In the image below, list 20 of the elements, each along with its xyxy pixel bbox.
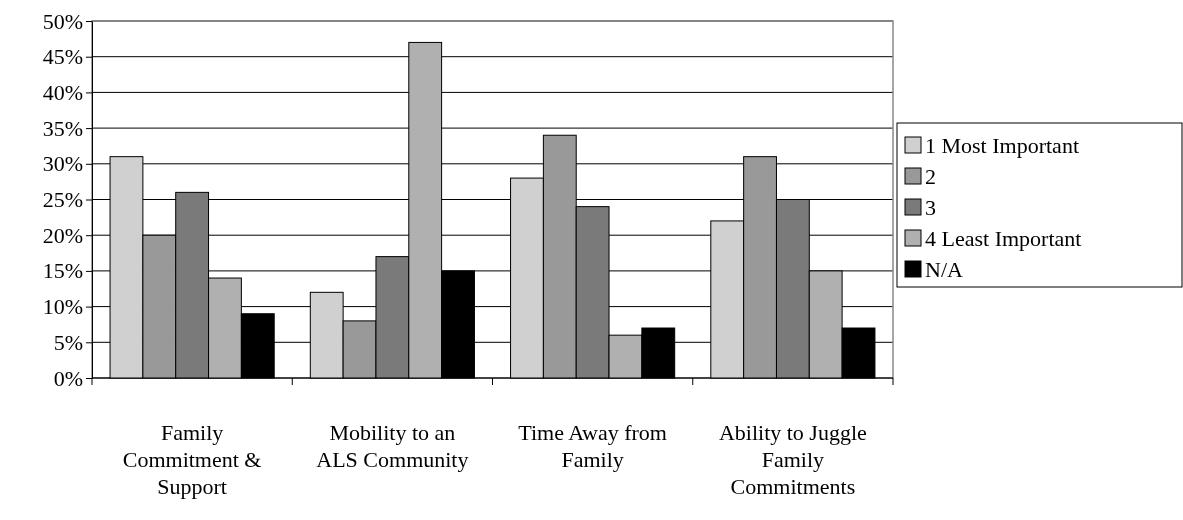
legend-label: N/A bbox=[925, 257, 963, 282]
y-tick-label: 10% bbox=[42, 294, 83, 320]
x-tick-label: Family Commitment & Support bbox=[122, 420, 262, 499]
y-tick-label: 25% bbox=[42, 187, 83, 213]
y-tick-label: 0% bbox=[53, 365, 83, 391]
legend-label: 1 Most Important bbox=[925, 133, 1079, 158]
x-tick-label: Time Away from Family bbox=[518, 420, 667, 472]
y-tick-label: 15% bbox=[42, 258, 83, 284]
legend-label: 2 bbox=[925, 164, 936, 189]
y-tick-label: 5% bbox=[53, 329, 83, 355]
y-tick-label: 30% bbox=[42, 151, 83, 177]
legend-label: 3 bbox=[925, 195, 936, 220]
x-tick-label: Ability to Juggle Family Commitments bbox=[718, 420, 867, 499]
y-tick-label: 40% bbox=[42, 79, 83, 105]
x-tick-label: Mobility to an ALS Community bbox=[316, 420, 469, 472]
y-tick-label: 45% bbox=[42, 44, 83, 70]
y-tick-label: 35% bbox=[42, 115, 83, 141]
legend-label: 4 Least Important bbox=[925, 226, 1082, 251]
y-tick-label: 20% bbox=[42, 222, 83, 248]
y-tick-label: 50% bbox=[42, 8, 83, 34]
